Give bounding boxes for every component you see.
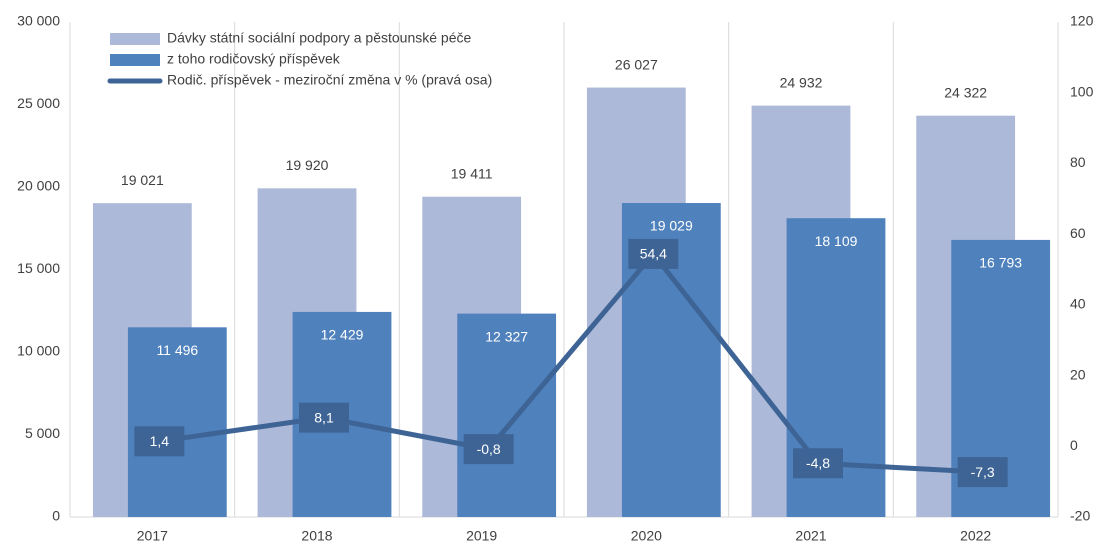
label-bg bbox=[957, 457, 1008, 488]
label-bg bbox=[108, 169, 177, 192]
legend-label: z toho rodičovský příspěvek bbox=[167, 51, 341, 67]
data-label: 19 920 bbox=[286, 157, 329, 173]
y-tick-label: 20 000 bbox=[17, 178, 60, 194]
label-bg bbox=[134, 426, 185, 457]
label-bg bbox=[767, 71, 835, 94]
y-tick-label: 0 bbox=[52, 508, 60, 524]
y-tick-label: 10 000 bbox=[17, 343, 60, 359]
y2-tick-label: 100 bbox=[1070, 83, 1094, 99]
data-label: 1,4 bbox=[150, 433, 170, 449]
y2-tick-label: 120 bbox=[1070, 13, 1094, 29]
data-label: 19 021 bbox=[121, 172, 164, 188]
legend-swatch bbox=[110, 54, 160, 66]
x-tick-label: 2019 bbox=[466, 528, 497, 544]
y-tick-label: 15 000 bbox=[17, 260, 60, 276]
x-tick-label: 2020 bbox=[631, 528, 662, 544]
legend-label: Rodič. příspěvek - meziroční změna v % (… bbox=[167, 72, 492, 88]
data-label: 18 109 bbox=[815, 233, 858, 249]
y2-tick-label: 20 bbox=[1070, 366, 1086, 382]
y-tick-label: 5 000 bbox=[25, 425, 60, 441]
label-bg bbox=[299, 402, 349, 433]
data-label: -4,8 bbox=[806, 455, 830, 471]
data-label: 24 322 bbox=[944, 84, 987, 100]
y2-tick-label: 40 bbox=[1070, 296, 1086, 312]
bar bbox=[127, 327, 227, 517]
data-label: -7,3 bbox=[971, 464, 995, 480]
data-label: 26 027 bbox=[615, 56, 658, 72]
label-bg bbox=[793, 448, 843, 479]
data-label: 19 029 bbox=[650, 218, 693, 234]
x-tick-label: 2022 bbox=[960, 528, 991, 544]
data-label: 19 411 bbox=[451, 165, 493, 181]
y-tick-label: 25 000 bbox=[17, 95, 60, 111]
y2-tick-label: 80 bbox=[1070, 154, 1086, 170]
x-tick-label: 2018 bbox=[301, 528, 332, 544]
y2-tick-label: 60 bbox=[1070, 225, 1086, 241]
label-bg bbox=[628, 238, 679, 269]
data-label: -0,8 bbox=[477, 441, 501, 457]
data-label: 54,4 bbox=[640, 246, 667, 262]
x-tick-label: 2021 bbox=[795, 528, 826, 544]
label-bg bbox=[463, 434, 514, 465]
data-label: 16 793 bbox=[979, 255, 1022, 271]
data-label: 12 429 bbox=[321, 327, 364, 343]
label-bg bbox=[273, 154, 341, 177]
legend-label: Dávky státní sociální podpory a pěstouns… bbox=[167, 30, 472, 46]
x-tick-label: 2017 bbox=[137, 528, 168, 544]
line bbox=[158, 251, 983, 475]
y2-tick-label: -20 bbox=[1070, 508, 1090, 524]
y2-tick-label: 0 bbox=[1070, 437, 1078, 453]
data-label: 12 327 bbox=[485, 328, 528, 344]
data-label: 24 932 bbox=[780, 74, 823, 90]
data-label: 8,1 bbox=[314, 409, 334, 425]
label-bg bbox=[602, 53, 671, 76]
data-label: 11 496 bbox=[156, 342, 198, 358]
legend-swatch bbox=[110, 33, 160, 45]
label-bg bbox=[931, 81, 1000, 104]
label-bg bbox=[437, 162, 506, 185]
bar bbox=[457, 313, 557, 517]
y-tick-label: 30 000 bbox=[17, 13, 60, 29]
